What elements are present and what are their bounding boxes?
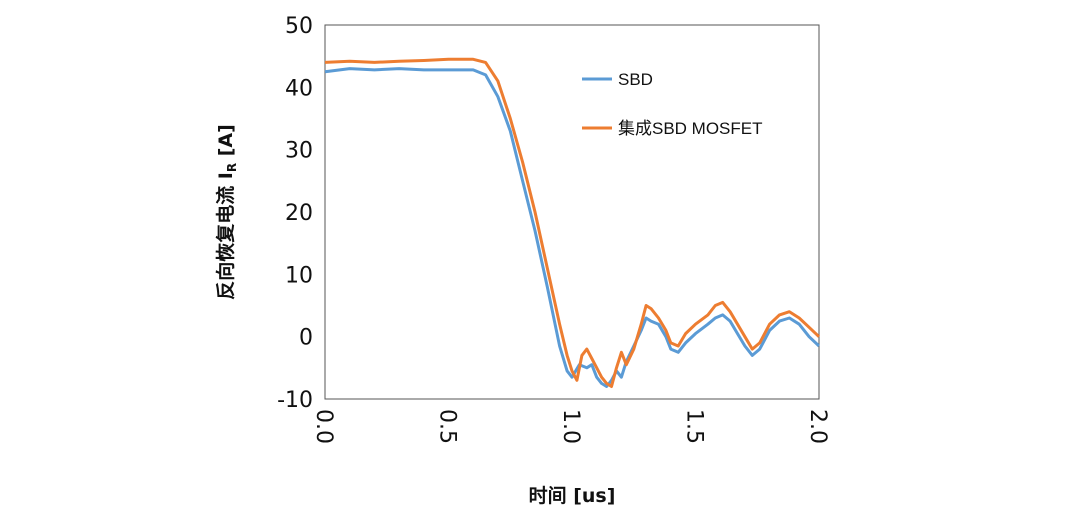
- y-tick-label: 40: [285, 76, 313, 101]
- y-axis-title: 反向恢复电流 IR [A]: [214, 124, 239, 300]
- legend-label-sbd: SBD: [618, 70, 653, 89]
- y-axis-title-subscript: R: [225, 163, 239, 172]
- y-tick-label: 0: [299, 326, 313, 351]
- y-tick-label: 10: [285, 263, 313, 288]
- x-tick-label: 0.5: [435, 409, 460, 444]
- series-layer: [324, 57, 821, 388]
- x-tick-label: 1.5: [682, 409, 707, 444]
- plot-area: [324, 24, 820, 400]
- x-tick-label: 2.0: [805, 409, 830, 444]
- y-tick-label: 20: [285, 201, 313, 226]
- x-axis-title: 时间 [us]: [529, 485, 616, 507]
- y-axis-title-unit: [A]: [215, 124, 237, 163]
- tick-layer: -10 0 10 20 30 40 50 0.0 0.5 1.0 1.5 2.0: [277, 14, 830, 444]
- y-tick-label: 50: [285, 14, 313, 39]
- x-tick-label: 1.0: [558, 409, 583, 444]
- legend: SBD 集成SBD MOSFET: [582, 70, 763, 138]
- x-tick-label: 0.0: [311, 409, 336, 444]
- series-line-0: [324, 67, 821, 388]
- y-tick-label: -10: [277, 388, 313, 413]
- y-tick-label: 30: [285, 139, 313, 164]
- series-line-1: [324, 57, 821, 388]
- y-axis-title-main: 反向恢复电流 I: [214, 172, 237, 300]
- legend-label-sbd-mosfet: 集成SBD MOSFET: [618, 119, 763, 138]
